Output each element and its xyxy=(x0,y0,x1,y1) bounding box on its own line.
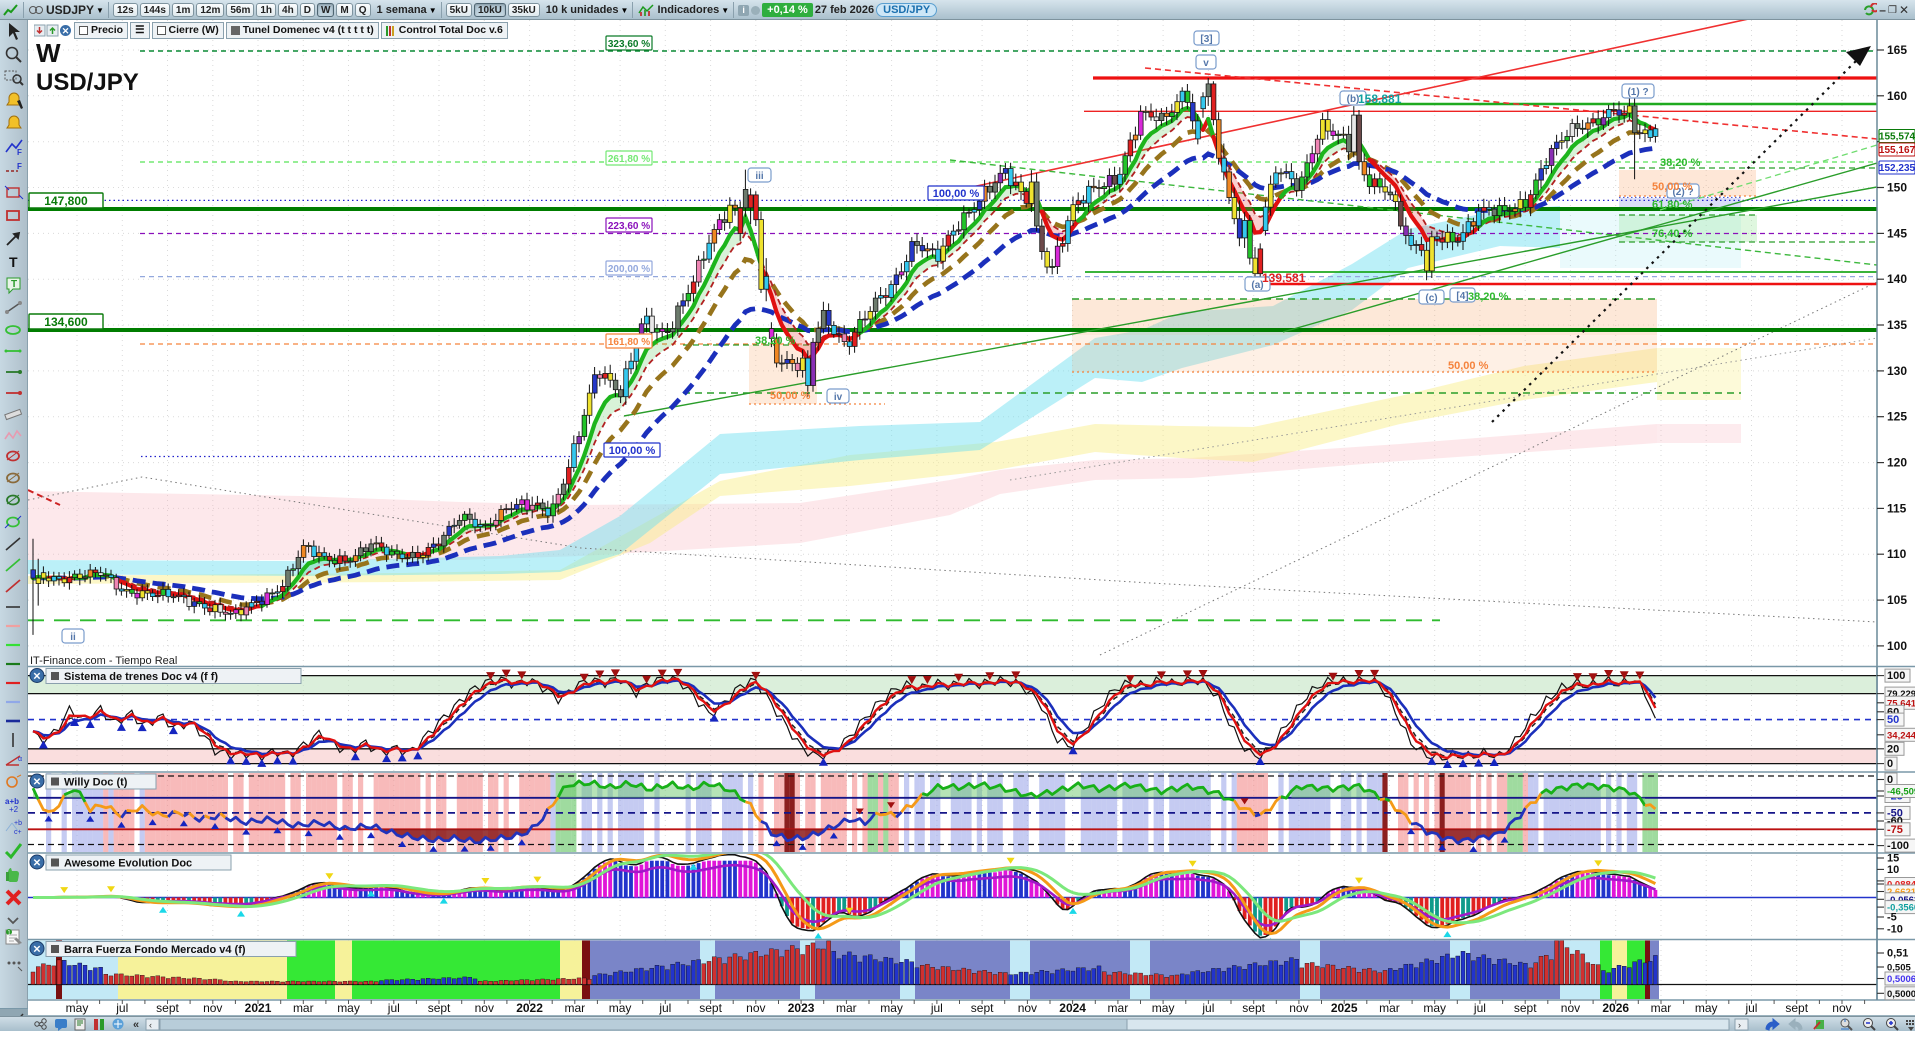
svg-text:0,5000: 0,5000 xyxy=(1887,989,1915,1000)
svg-text:100: 100 xyxy=(1887,670,1905,682)
svg-text:61,80 %: 61,80 % xyxy=(1652,199,1693,211)
svg-text:jul: jul xyxy=(387,1001,400,1015)
svg-text:38,20 %: 38,20 % xyxy=(1660,157,1701,169)
svg-text:261,80 %: 261,80 % xyxy=(608,154,650,165)
svg-text:α: α xyxy=(18,756,22,763)
svg-text:✕: ✕ xyxy=(33,672,41,683)
svg-text:100,00 %: 100,00 % xyxy=(933,188,980,200)
svg-text:323,60 %: 323,60 % xyxy=(608,39,650,50)
svg-text:0,5006: 0,5006 xyxy=(1887,974,1915,985)
svg-text:50,00 %: 50,00 % xyxy=(1652,181,1693,193)
svg-text:140: 140 xyxy=(1887,272,1907,286)
svg-text:Awesome Evolution Doc: Awesome Evolution Doc xyxy=(64,858,192,870)
svg-text:50,00 %: 50,00 % xyxy=(770,390,811,402)
svg-text:165: 165 xyxy=(1887,43,1907,57)
svg-text:Sistema de trenes Doc v4 (f f): Sistema de trenes Doc v4 (f f) xyxy=(64,671,218,683)
svg-text:-10: -10 xyxy=(1887,923,1903,935)
svg-text:120: 120 xyxy=(1887,456,1907,470)
svg-text:W: W xyxy=(36,38,61,68)
svg-text:Barra Fuerza Fondo Mercado v4: Barra Fuerza Fondo Mercado v4 (f) xyxy=(64,944,246,956)
svg-text:155,574: 155,574 xyxy=(1879,132,1915,143)
svg-text:155,167: 155,167 xyxy=(1879,145,1915,156)
svg-text:150: 150 xyxy=(1887,181,1907,195)
svg-text:10: 10 xyxy=(1887,864,1899,876)
svg-text:200,00 %: 200,00 % xyxy=(608,264,650,275)
svg-text:105: 105 xyxy=(1887,593,1907,607)
svg-text:50,00 %: 50,00 % xyxy=(1448,360,1489,372)
svg-text:152,235: 152,235 xyxy=(1879,163,1915,174)
svg-text:jul: jul xyxy=(115,1001,128,1015)
svg-text:0,51: 0,51 xyxy=(1887,948,1908,960)
svg-text:135: 135 xyxy=(1887,318,1907,332)
svg-text:158,881: 158,881 xyxy=(1358,92,1402,106)
svg-text:«: « xyxy=(133,1019,139,1031)
svg-text:134,600: 134,600 xyxy=(44,315,88,329)
svg-text:IT-Finance.com - Tiempo Real: IT-Finance.com - Tiempo Real xyxy=(30,655,177,667)
svg-text:34,244: 34,244 xyxy=(1887,730,1915,741)
svg-text:100,00 %: 100,00 % xyxy=(609,445,656,457)
svg-text:-75: -75 xyxy=(1887,824,1903,836)
svg-text:T: T xyxy=(9,254,18,270)
svg-text:(c): (c) xyxy=(1425,293,1437,304)
svg-text:115: 115 xyxy=(1887,501,1907,515)
svg-text:+2: +2 xyxy=(9,805,19,814)
svg-text:ii: ii xyxy=(70,632,76,643)
svg-text:161,80 %: 161,80 % xyxy=(608,337,650,348)
svg-text:iv: iv xyxy=(834,392,843,403)
svg-text:jul: jul xyxy=(930,1001,943,1015)
svg-text:110: 110 xyxy=(1887,547,1907,561)
svg-text:76,40 %: 76,40 % xyxy=(1652,228,1693,240)
svg-text:c+: c+ xyxy=(14,829,22,836)
svg-text:145: 145 xyxy=(1887,226,1907,240)
svg-text:15: 15 xyxy=(1887,853,1899,865)
svg-text:USD/JPY: USD/JPY xyxy=(36,69,139,96)
svg-text:(1) ?: (1) ? xyxy=(1627,87,1648,98)
svg-text:[3]: [3] xyxy=(1200,34,1212,45)
svg-text:147,800: 147,800 xyxy=(44,194,88,208)
svg-text:✕: ✕ xyxy=(62,26,70,36)
svg-text:-5: -5 xyxy=(1887,912,1897,924)
svg-text:+b: +b xyxy=(14,820,22,827)
svg-text:›: › xyxy=(1738,1020,1741,1030)
svg-text:50: 50 xyxy=(1887,714,1899,726)
svg-text:160: 160 xyxy=(1887,89,1907,103)
svg-text:-46,509: -46,509 xyxy=(1887,787,1915,798)
svg-text:-100: -100 xyxy=(1887,840,1909,852)
svg-text:139,581: 139,581 xyxy=(1262,271,1306,285)
svg-text:38,20 %: 38,20 % xyxy=(755,335,796,347)
svg-text:✕: ✕ xyxy=(33,858,41,869)
svg-text:F: F xyxy=(17,148,22,157)
svg-text:jul: jul xyxy=(1744,1001,1757,1015)
svg-text:125: 125 xyxy=(1887,410,1907,424)
svg-text:100: 100 xyxy=(1887,639,1907,653)
svg-text:T: T xyxy=(11,279,17,290)
svg-text:223,60 %: 223,60 % xyxy=(608,221,650,232)
svg-text:‹: ‹ xyxy=(149,1020,152,1030)
svg-text:✕: ✕ xyxy=(33,945,41,956)
svg-text:v: v xyxy=(1203,58,1209,69)
svg-text:iii: iii xyxy=(755,171,764,182)
svg-text:38,20 %: 38,20 % xyxy=(1468,291,1509,303)
svg-text:Willy Doc (t): Willy Doc (t) xyxy=(64,777,128,789)
svg-text:20: 20 xyxy=(1887,743,1899,755)
svg-text:[4]: [4] xyxy=(1456,291,1468,302)
svg-text:✕: ✕ xyxy=(33,777,41,788)
svg-text:0: 0 xyxy=(1887,758,1893,770)
svg-text:130: 130 xyxy=(1887,364,1907,378)
svg-text:F: F xyxy=(17,162,22,171)
